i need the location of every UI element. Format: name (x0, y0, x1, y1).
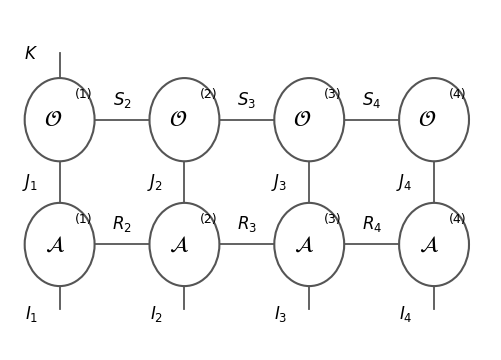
Text: $\boldsymbol{\mathcal{A}}$: $\boldsymbol{\mathcal{A}}$ (418, 234, 438, 255)
Text: $\boldsymbol{\mathcal{A}}$: $\boldsymbol{\mathcal{A}}$ (294, 234, 314, 255)
Text: (3): (3) (324, 88, 341, 102)
Text: $K$: $K$ (24, 45, 38, 63)
Text: (4): (4) (448, 88, 466, 102)
Text: $S_3$: $S_3$ (237, 90, 256, 110)
Text: $I_3$: $I_3$ (274, 305, 287, 324)
Ellipse shape (149, 78, 219, 161)
Text: $\boldsymbol{\mathcal{O}}$: $\boldsymbol{\mathcal{O}}$ (168, 110, 186, 130)
Text: (2): (2) (199, 88, 216, 102)
Ellipse shape (274, 203, 344, 286)
Text: $J_1$: $J_1$ (22, 172, 38, 193)
Text: (3): (3) (324, 213, 341, 226)
Text: $I_2$: $I_2$ (149, 305, 162, 324)
Ellipse shape (149, 203, 219, 286)
Text: $R_3$: $R_3$ (236, 215, 257, 234)
Text: (1): (1) (75, 213, 92, 226)
Text: $\boldsymbol{\mathcal{A}}$: $\boldsymbol{\mathcal{A}}$ (45, 234, 65, 255)
Text: $I_4$: $I_4$ (398, 305, 412, 324)
Text: $S_4$: $S_4$ (361, 90, 380, 110)
Text: $J_3$: $J_3$ (271, 172, 287, 193)
Text: $\boldsymbol{\mathcal{O}}$: $\boldsymbol{\mathcal{O}}$ (417, 110, 436, 130)
Text: $S_2$: $S_2$ (112, 90, 131, 110)
Text: $R_2$: $R_2$ (112, 215, 132, 234)
Ellipse shape (25, 78, 94, 161)
Ellipse shape (398, 203, 468, 286)
Text: $\boldsymbol{\mathcal{A}}$: $\boldsymbol{\mathcal{A}}$ (169, 234, 189, 255)
Text: $J_2$: $J_2$ (147, 172, 162, 193)
Text: $\boldsymbol{\mathcal{O}}$: $\boldsymbol{\mathcal{O}}$ (293, 110, 311, 130)
Text: $R_4$: $R_4$ (361, 215, 381, 234)
Text: $I_1$: $I_1$ (25, 305, 38, 324)
Ellipse shape (274, 78, 344, 161)
Text: $\boldsymbol{\mathcal{O}}$: $\boldsymbol{\mathcal{O}}$ (44, 110, 62, 130)
Ellipse shape (398, 78, 468, 161)
Text: (1): (1) (75, 88, 92, 102)
Text: (4): (4) (448, 213, 466, 226)
Text: $J_4$: $J_4$ (395, 172, 412, 193)
Ellipse shape (25, 203, 94, 286)
Text: (2): (2) (199, 213, 216, 226)
